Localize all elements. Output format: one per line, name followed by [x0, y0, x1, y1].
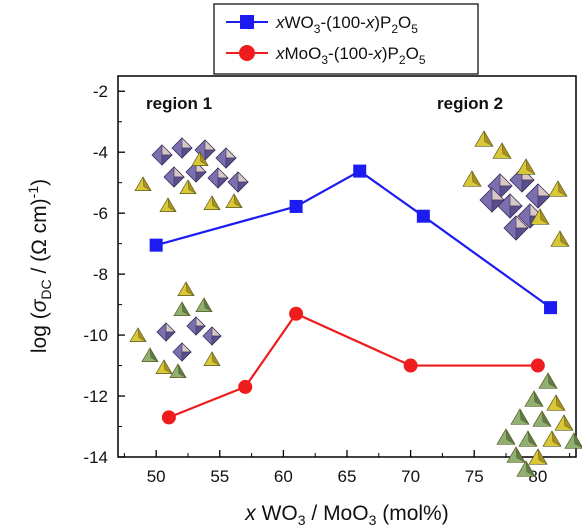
octahedron-icon	[185, 161, 207, 183]
octahedron-icon	[215, 147, 237, 169]
legend-label-moo3: xMoO3-(100-x)P2O5	[275, 44, 426, 67]
tetrahedron-icon	[548, 180, 568, 197]
tetrahedron-icon	[564, 432, 582, 449]
x-axis-title: x WO3 / MoO3 (mol%)	[244, 502, 448, 528]
tetrahedron-icon	[155, 359, 173, 375]
legend-marker-wo3	[240, 15, 254, 29]
tetrahedron-icon	[550, 230, 570, 247]
tetrahedron-icon	[203, 195, 221, 211]
data-point-0-0	[149, 238, 163, 252]
tetrahedron-icon	[496, 428, 516, 445]
data-point-1-1	[238, 379, 253, 394]
tetrahedron-icon	[462, 170, 482, 187]
octahedron-icon	[186, 316, 206, 336]
octahedron-icon	[202, 326, 222, 346]
y-tick-label--6: -6	[93, 204, 108, 223]
tetrahedron-icon	[159, 197, 177, 213]
tetrahedron-icon	[191, 151, 209, 167]
axis-ticks	[118, 90, 571, 458]
octahedron-icon	[156, 322, 176, 342]
octahedron-icon	[151, 144, 173, 166]
legend-box	[213, 3, 479, 75]
x-tick-label-80: 80	[528, 467, 547, 486]
octahedron-icon	[172, 342, 192, 362]
legend-entry-moo3: xMoO3-(100-x)P2O5	[226, 44, 426, 67]
data-point-0-2	[353, 164, 367, 178]
tetrahedron-icon	[129, 327, 147, 343]
data-point-1-4	[530, 358, 545, 373]
x-tick-label-55: 55	[210, 467, 229, 486]
tetrahedron-icon	[532, 410, 552, 427]
octahedron-icon	[497, 193, 523, 219]
y-tick-label--2: -2	[93, 82, 108, 101]
tetrahedron-icon	[516, 460, 536, 477]
tetrahedron-icon	[169, 363, 187, 379]
tetrahedron-icon	[134, 176, 152, 192]
y-tick-label--10: -10	[83, 326, 108, 345]
y-axis-title: log (σDC / (Ω cm)-1)	[25, 179, 54, 353]
tetrahedron-icon	[542, 430, 562, 447]
octahedron-icon	[479, 187, 505, 213]
tetrahedron-icon	[203, 351, 221, 367]
x-tick-label-50: 50	[147, 467, 166, 486]
tetrahedron-icon	[492, 142, 512, 159]
legend-marker-moo3	[239, 45, 255, 61]
series-layer	[149, 164, 558, 425]
x-tick-label-60: 60	[274, 467, 293, 486]
octahedron-icon	[503, 215, 529, 241]
tetrahedron-icon	[518, 430, 538, 447]
tetrahedron-icon	[516, 158, 536, 175]
octahedron-icon	[207, 167, 229, 189]
tetrahedron-icon	[530, 208, 550, 225]
tetrahedron-icon	[538, 372, 558, 389]
data-point-0-1	[289, 199, 303, 213]
series-line-1	[168, 312, 538, 419]
x-tick-label-70: 70	[401, 467, 420, 486]
tetrahedron-icon	[225, 193, 243, 209]
y-tick-label--8: -8	[93, 265, 108, 284]
data-point-1-2	[289, 306, 304, 321]
data-point-0-3	[416, 209, 430, 223]
plot-frame	[117, 75, 577, 458]
tetrahedron-icon	[474, 130, 494, 147]
tetrahedron-icon	[528, 448, 548, 465]
tetrahedron-icon	[524, 390, 544, 407]
x-tick-label-65: 65	[338, 467, 357, 486]
structure-illustrations	[129, 130, 582, 477]
octahedron-icon	[171, 137, 193, 159]
tetrahedron-icon	[506, 446, 526, 463]
octahedron-icon	[525, 183, 551, 209]
legend-label-wo3: xWO3-(100-x)P2O5	[275, 13, 418, 36]
data-point-1-3	[403, 358, 418, 373]
axis-tick-labels: 50 55 60 65 70 75 80 -14 -12 -10 -8 -6 -4 -2	[83, 82, 547, 486]
legend: xWO3-(100-x)P2O5 xMoO3-(100-x)P2O5	[213, 3, 479, 75]
tetrahedron-icon	[173, 301, 191, 317]
y-tick-label--14: -14	[83, 448, 108, 467]
data-point-0-4	[544, 301, 558, 315]
tetrahedron-icon	[546, 394, 566, 411]
data-point-1-0	[161, 410, 176, 425]
tetrahedron-icon	[177, 281, 195, 297]
tetrahedron-icon	[554, 414, 574, 431]
tetrahedron-icon	[141, 347, 159, 363]
y-tick-label--4: -4	[93, 143, 108, 162]
tetrahedron-icon	[195, 297, 213, 313]
octahedron-icon	[227, 171, 249, 193]
tetrahedron-icon	[510, 408, 530, 425]
octahedron-icon	[163, 166, 185, 188]
tetrahedron-icon	[179, 179, 197, 195]
legend-entry-wo3: xWO3-(100-x)P2O5	[226, 13, 418, 36]
y-tick-label--12: -12	[83, 387, 108, 406]
annotation-region-1: region 1	[146, 94, 212, 113]
annotation-region-2: region 2	[437, 94, 503, 113]
x-tick-label-75: 75	[465, 467, 484, 486]
